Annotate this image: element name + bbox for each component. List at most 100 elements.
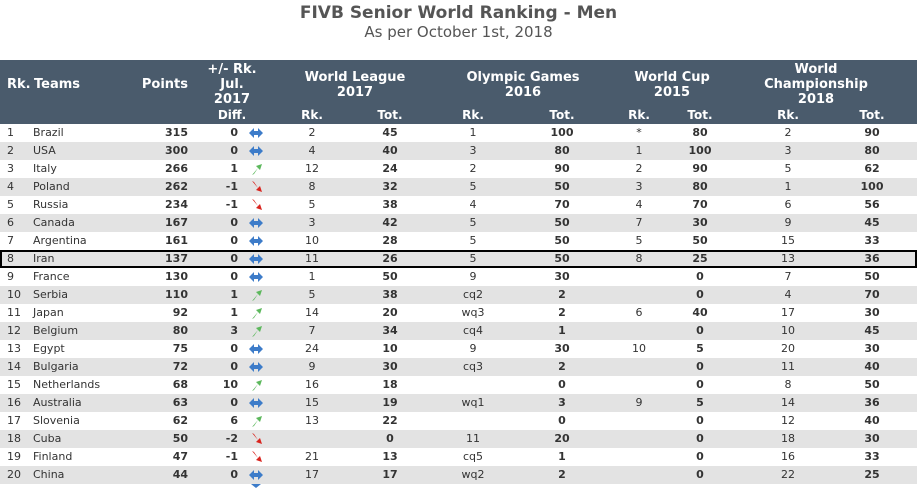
row-rank: 5	[7, 198, 14, 211]
olympic-games-total: 1	[558, 450, 566, 463]
world-league-total: 20	[382, 306, 398, 319]
table-row: 12 Belgium 80 3 7 34 cq4 1 0 10 45	[0, 322, 917, 340]
world-league-rank: 17	[305, 468, 319, 481]
header-wc-line1: World Cup	[634, 70, 710, 85]
row-rank: 3	[7, 162, 14, 175]
table-row: 2 USA 300 0 4 40 3 80 1 100 3 80	[0, 142, 917, 160]
championship-rank: 3	[784, 144, 792, 157]
team-name: Belgium	[33, 324, 79, 337]
world-cup-rank: 10	[632, 342, 646, 355]
olympic-games-total: 2	[558, 288, 566, 301]
championship-total: 30	[864, 432, 880, 445]
points: 63	[172, 396, 188, 409]
world-league-total: 18	[382, 378, 398, 391]
world-league-rank: 1	[308, 270, 316, 283]
team-name: Serbia	[33, 288, 69, 301]
championship-rank: 1	[784, 180, 792, 193]
olympic-games-total: 0	[558, 414, 566, 427]
olympic-games-total: 50	[554, 180, 570, 193]
championship-total: 40	[864, 414, 880, 427]
rank-diff: 0	[230, 342, 238, 355]
world-cup-rank: 1	[635, 144, 643, 157]
world-league-rank: 3	[308, 216, 316, 229]
olympic-games-total: 2	[558, 306, 566, 319]
championship-total: 25	[864, 468, 880, 481]
table-header: Rk. Teams Points +/- Rk. Jul. 2017 Diff.…	[0, 60, 917, 124]
world-cup-total: 0	[696, 414, 704, 427]
row-rank: 9	[7, 270, 14, 283]
table-row: 3 Italy 266 1 12 24 2 90 2 90 5 62	[0, 160, 917, 178]
world-league-total: 42	[382, 216, 398, 229]
world-league-total: 40	[382, 144, 398, 157]
team-name: USA	[33, 144, 56, 157]
olympic-games-rank: 1	[469, 126, 477, 139]
olympic-games-total: 100	[550, 126, 574, 139]
championship-rank: 17	[781, 306, 795, 319]
table-row: 11 Japan 92 1 14 20 wq3 2 6 40 17 30	[0, 304, 917, 322]
world-cup-total: 5	[696, 396, 704, 409]
table-row-highlighted: 8 Iran 137 0 11 26 5 50 8 25 13 36	[0, 250, 917, 268]
olympic-games-rank: 4	[469, 198, 477, 211]
olympic-games-rank: 5	[469, 180, 477, 193]
team-name: Italy	[33, 162, 57, 175]
world-cup-total: 70	[692, 198, 708, 211]
world-league-total: 24	[382, 162, 398, 175]
table-row: 18 Cuba 50 -2 0 11 20 0 18 30	[0, 430, 917, 448]
team-name: Argentina	[33, 234, 87, 247]
championship-rank: 15	[781, 234, 795, 247]
olympic-games-total: 70	[554, 198, 570, 211]
header-wl-tot: Tot.	[377, 108, 403, 122]
world-cup-rank: *	[636, 126, 642, 139]
championship-rank: 6	[784, 198, 792, 211]
world-league-total: 13	[382, 450, 398, 463]
rank-diff: 1	[230, 306, 238, 319]
points: 80	[172, 324, 188, 337]
table-row: 19 Finland 47 -1 21 13 cq5 1 0 16 33	[0, 448, 917, 466]
olympic-games-total: 30	[554, 270, 570, 283]
world-cup-total: 25	[692, 252, 708, 265]
championship-total: 100	[860, 180, 884, 193]
championship-rank: 13	[781, 252, 795, 265]
same-rank-arrow-icon	[249, 398, 263, 408]
team-name: Japan	[33, 306, 64, 319]
world-league-rank: 9	[308, 360, 316, 373]
header-wl-rk: Rk.	[301, 108, 323, 122]
row-rank: 15	[7, 378, 21, 391]
world-cup-rank: 4	[635, 198, 643, 211]
header-change-diff: Diff.	[217, 108, 247, 122]
world-cup-rank: 8	[635, 252, 643, 265]
team-name: Cuba	[33, 432, 62, 445]
championship-total: 45	[864, 216, 880, 229]
world-league-rank: 10	[305, 234, 319, 247]
points: 110	[165, 288, 188, 301]
championship-total: 50	[864, 378, 880, 391]
points: 161	[165, 234, 188, 247]
team-name: Canada	[33, 216, 75, 229]
row-rank: 19	[7, 450, 21, 463]
table-row: 20 China 44 0 17 17 wq2 2 0 22 25	[0, 466, 917, 484]
team-name: Bulgaria	[33, 360, 79, 373]
rank-down-arrow-icon	[252, 433, 262, 444]
championship-rank: 10	[781, 324, 795, 337]
row-rank: 6	[7, 216, 14, 229]
championship-rank: 18	[781, 432, 795, 445]
table-row: 6 Canada 167 0 3 42 5 50 7 30 9 45	[0, 214, 917, 232]
header-wc-tot: Tot.	[687, 108, 713, 122]
row-rank: 17	[7, 414, 21, 427]
team-name: Brazil	[33, 126, 64, 139]
table-row: 7 Argentina 161 0 10 28 5 50 5 50 15 33	[0, 232, 917, 250]
championship-total: 62	[864, 162, 880, 175]
row-rank: 14	[7, 360, 21, 373]
header-wl-line1: World League	[304, 70, 406, 85]
world-league-rank: 7	[308, 324, 316, 337]
same-rank-arrow-icon	[249, 272, 263, 282]
world-cup-total: 0	[696, 468, 704, 481]
team-name: Finland	[33, 450, 73, 463]
world-cup-total: 40	[692, 306, 708, 319]
world-cup-total: 100	[688, 144, 712, 157]
world-league-total: 17	[382, 468, 398, 481]
world-cup-rank: 6	[635, 306, 643, 319]
world-league-total: 30	[382, 360, 398, 373]
header-change-line1: +/- Rk.	[207, 62, 257, 77]
header-og-line1: Olympic Games	[466, 70, 580, 85]
